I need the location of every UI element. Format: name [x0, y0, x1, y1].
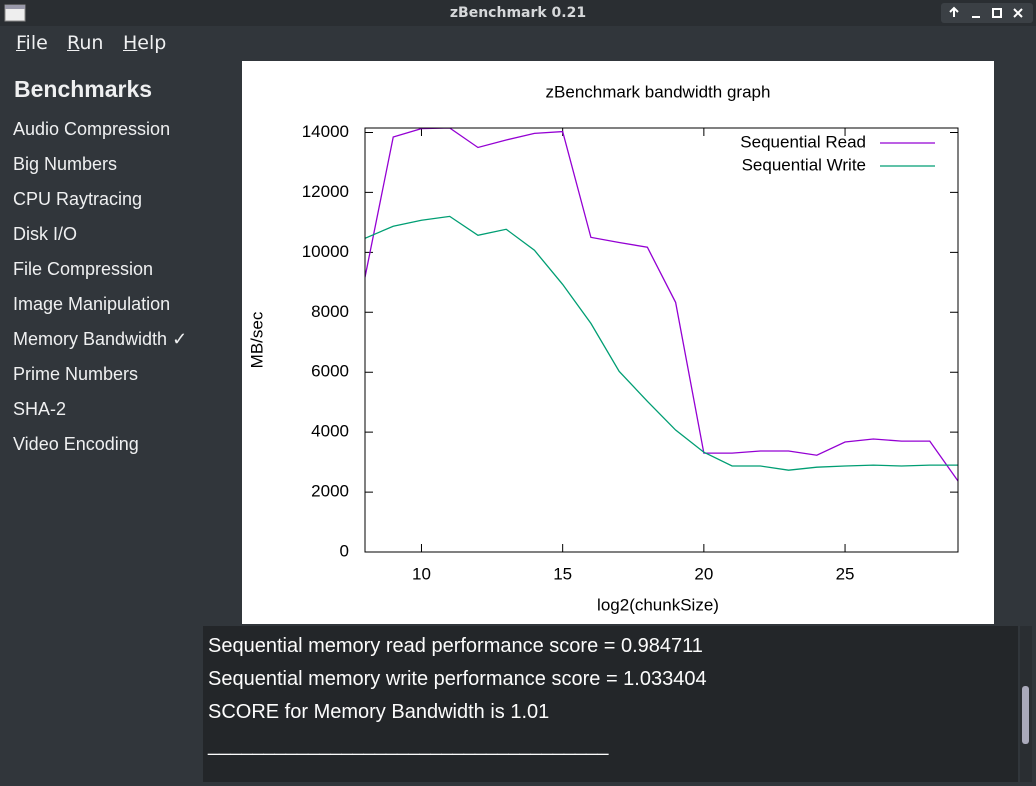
y-tick-label: 0	[340, 541, 349, 560]
sidebar-item[interactable]: Disk I/O	[13, 224, 78, 244]
sidebar-item[interactable]: CPU Raytracing	[13, 189, 143, 209]
series-line	[365, 128, 958, 482]
sidebar-item[interactable]: SHA-2	[13, 399, 67, 419]
window-icon	[4, 4, 26, 22]
console-line: SCORE for Memory Bandwidth is 1.01	[208, 701, 550, 723]
sidebar-item[interactable]: File Compression	[13, 259, 154, 279]
title-bar: zBenchmark 0.21	[0, 0, 1036, 26]
scroll-thumb[interactable]	[1022, 686, 1029, 744]
y-tick-label: 6000	[311, 362, 349, 381]
y-tick-label: 10000	[302, 242, 349, 261]
y-axis-label: MB/sec	[247, 311, 266, 368]
y-tick-label: 8000	[311, 302, 349, 321]
sidebar-item[interactable]: Audio Compression	[13, 119, 171, 139]
menu-item[interactable]: Help	[123, 32, 167, 54]
x-tick-label: 10	[412, 564, 431, 583]
y-tick-label: 14000	[302, 122, 349, 141]
y-tick-label: 12000	[302, 182, 349, 201]
sidebar-item[interactable]: Image Manipulation	[13, 294, 171, 314]
menu-item[interactable]: Run	[67, 32, 104, 54]
y-tick-label: 4000	[311, 422, 349, 441]
x-axis-label: log2(chunkSize)	[597, 595, 719, 614]
legend-label: Sequential Read	[740, 132, 866, 151]
scrollbar[interactable]	[1020, 626, 1032, 782]
menu-item[interactable]: File	[16, 32, 48, 54]
chart-title: zBenchmark bandwidth graph	[546, 82, 771, 101]
window-buttons[interactable]	[941, 3, 1033, 25]
sidebar-item[interactable]: Memory Bandwidth ✓	[13, 329, 188, 349]
chart: zBenchmark bandwidth graph log2(chunkSiz…	[242, 61, 994, 624]
x-tick-label: 25	[836, 564, 855, 583]
legend-label: Sequential Write	[742, 155, 866, 174]
console-line: Sequential memory read performance score…	[208, 635, 703, 657]
y-tick-label: 2000	[311, 482, 349, 501]
sidebar-item[interactable]: Video Encoding	[13, 434, 139, 454]
console-line: ____________________________________	[208, 734, 609, 756]
plot-border	[364, 127, 959, 553]
series-line	[365, 215, 958, 471]
sidebar-item[interactable]: Prime Numbers	[13, 364, 139, 384]
console-line: Sequential memory write performance scor…	[208, 668, 707, 690]
sidebar-item[interactable]: Big Numbers	[13, 154, 118, 174]
window-title: zBenchmark 0.21	[449, 5, 587, 21]
console: Sequential memory read performance score…	[203, 626, 1018, 782]
x-tick-label: 20	[694, 564, 713, 583]
x-tick-label: 15	[553, 564, 572, 583]
sidebar-heading: Benchmarks	[14, 76, 153, 102]
